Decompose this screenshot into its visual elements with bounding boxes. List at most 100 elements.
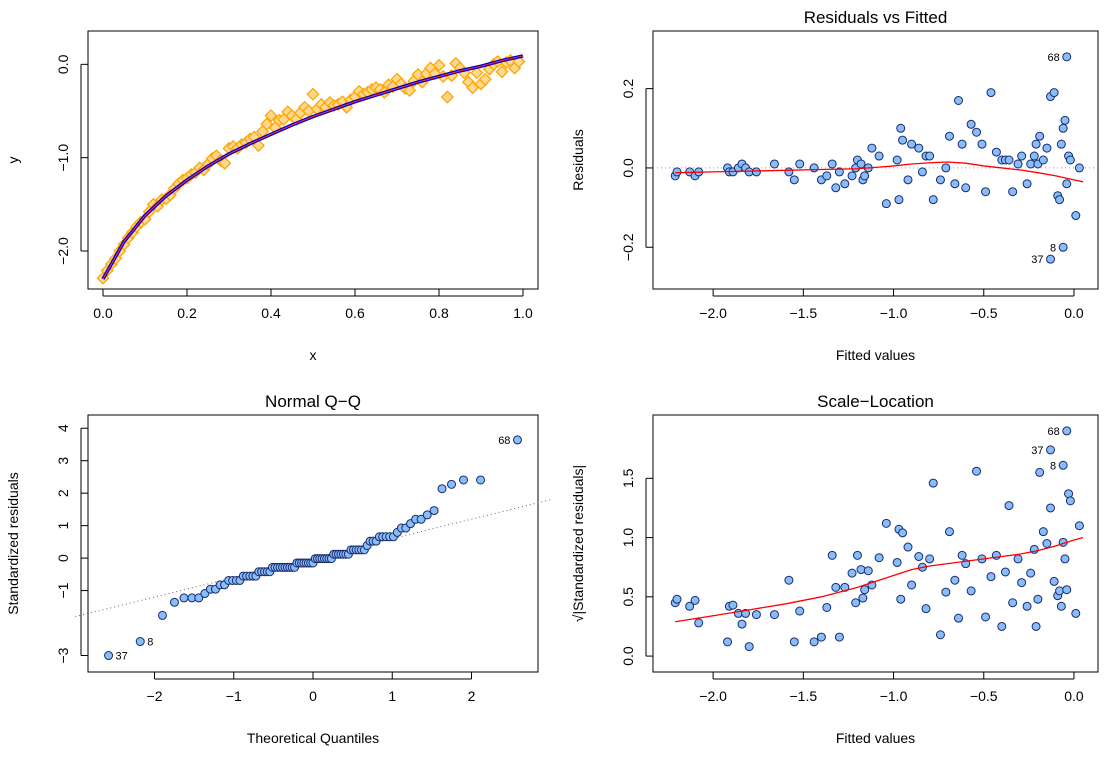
data-point [944, 527, 954, 537]
data-point [863, 566, 873, 576]
data-point [896, 594, 906, 604]
labeled-point [1062, 52, 1072, 62]
x-tick-label: −2 [147, 688, 163, 704]
y-tick-label: 1 [55, 522, 71, 530]
data-point [1035, 467, 1045, 477]
x-axis-title: Theoretical Quantiles [247, 730, 379, 746]
data-point [881, 199, 891, 209]
y-axis: −3 −1 0 1 2 3 4 [55, 424, 88, 663]
data-point [440, 90, 454, 104]
labeled-point [135, 637, 145, 647]
data-point [264, 109, 278, 123]
labeled-point [1046, 445, 1056, 455]
x-tick-label: −1.0 [880, 305, 908, 321]
data-point [840, 179, 850, 189]
point-label: 8 [1050, 242, 1056, 254]
data-point [1013, 554, 1023, 564]
qq-point [437, 484, 447, 494]
data-point [860, 171, 870, 181]
data-point [1022, 601, 1032, 611]
data-point [1049, 576, 1059, 586]
y-tick-label: −1.0 [55, 144, 71, 172]
data-point [834, 632, 844, 642]
labeled-point [1062, 426, 1072, 436]
data-point [954, 613, 963, 623]
y-tick-label: 0.0 [620, 646, 636, 666]
x-axis-title: Fitted values [836, 730, 915, 746]
data-point [672, 594, 682, 604]
data-point [941, 163, 951, 173]
data-point [986, 88, 996, 98]
data-point [478, 72, 492, 86]
data-point [997, 621, 1007, 631]
data-point [1004, 155, 1014, 165]
y-tick-label: −1 [55, 582, 71, 598]
x-axis: −2 −1 0 1 2 [147, 672, 476, 704]
data-point [789, 637, 799, 647]
x-tick-label: 1 [388, 688, 396, 704]
data-point [1065, 155, 1075, 165]
plot-frame [652, 414, 1099, 673]
data-point [1071, 608, 1081, 618]
data-point [950, 575, 960, 585]
data-point [981, 612, 991, 622]
data-point [898, 528, 908, 538]
data-point [954, 96, 963, 105]
data-point [1038, 155, 1048, 165]
data-point [1058, 123, 1068, 133]
data-point [1013, 159, 1023, 169]
panel-4: −2.0 −1.5 −1.0 −0.5 0.0 0.0 0.5 1.0 1.5 Fitted va… [570, 392, 1099, 746]
data-point [1074, 521, 1084, 531]
data-point [907, 580, 917, 590]
x-axis-title: Fitted values [836, 347, 915, 363]
data-point [827, 550, 837, 560]
point-label: 68 [1048, 426, 1060, 438]
data-point [881, 518, 891, 528]
data-point [784, 575, 794, 585]
data-point [795, 159, 805, 169]
x-tick-label: −1.5 [790, 688, 818, 704]
data-point [914, 143, 924, 153]
chart-title: Normal Q−Q [265, 392, 361, 411]
data-point [944, 131, 954, 141]
data-point [1031, 621, 1041, 631]
data-point [1042, 539, 1052, 548]
data-point [972, 466, 982, 476]
y-axis-title: Standardized residuals [5, 472, 21, 614]
data-point [961, 183, 971, 193]
x-tick-label: 0.0 [1064, 688, 1084, 704]
qq-point [429, 506, 439, 516]
data-point [751, 610, 761, 620]
data-point [925, 151, 935, 161]
x-tick-label: 1.0 [513, 305, 533, 321]
data-point [847, 171, 857, 181]
data-point [685, 601, 695, 611]
data-point [822, 602, 832, 612]
qq-point [194, 593, 204, 603]
x-tick-label: 0.2 [177, 305, 197, 321]
data-point [306, 87, 320, 101]
data-point [917, 167, 927, 177]
data-point [903, 175, 913, 185]
chart-title: Residuals vs Fitted [804, 8, 948, 27]
data-point [1056, 601, 1066, 611]
labeled-point [1046, 254, 1056, 264]
data-point [914, 552, 924, 562]
data-point [950, 179, 960, 189]
y-axis-title: y [5, 157, 21, 164]
data-point [1029, 151, 1039, 161]
x-tick-label: −0.5 [970, 688, 998, 704]
data-point [867, 143, 877, 153]
data-point [928, 195, 938, 205]
y-tick-label: 1.0 [620, 528, 636, 548]
data-point [858, 593, 868, 603]
data-point [1022, 179, 1032, 189]
qq-point [422, 510, 432, 520]
data-point [723, 637, 733, 647]
qq-point [157, 610, 167, 620]
data-point [822, 171, 832, 181]
data-point [831, 183, 841, 193]
data-point [1074, 163, 1084, 173]
data-point [1056, 139, 1066, 149]
